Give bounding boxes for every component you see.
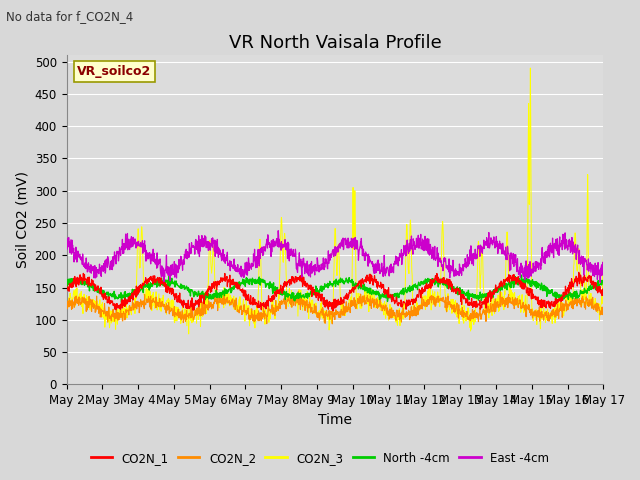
Text: VR_soilco2: VR_soilco2 xyxy=(77,65,152,78)
Text: No data for f_CO2N_4: No data for f_CO2N_4 xyxy=(6,10,134,23)
Y-axis label: Soil CO2 (mV): Soil CO2 (mV) xyxy=(15,171,29,268)
X-axis label: Time: Time xyxy=(318,413,352,427)
Title: VR North Vaisala Profile: VR North Vaisala Profile xyxy=(228,34,442,52)
Legend: CO2N_1, CO2N_2, CO2N_3, North -4cm, East -4cm: CO2N_1, CO2N_2, CO2N_3, North -4cm, East… xyxy=(86,447,554,469)
